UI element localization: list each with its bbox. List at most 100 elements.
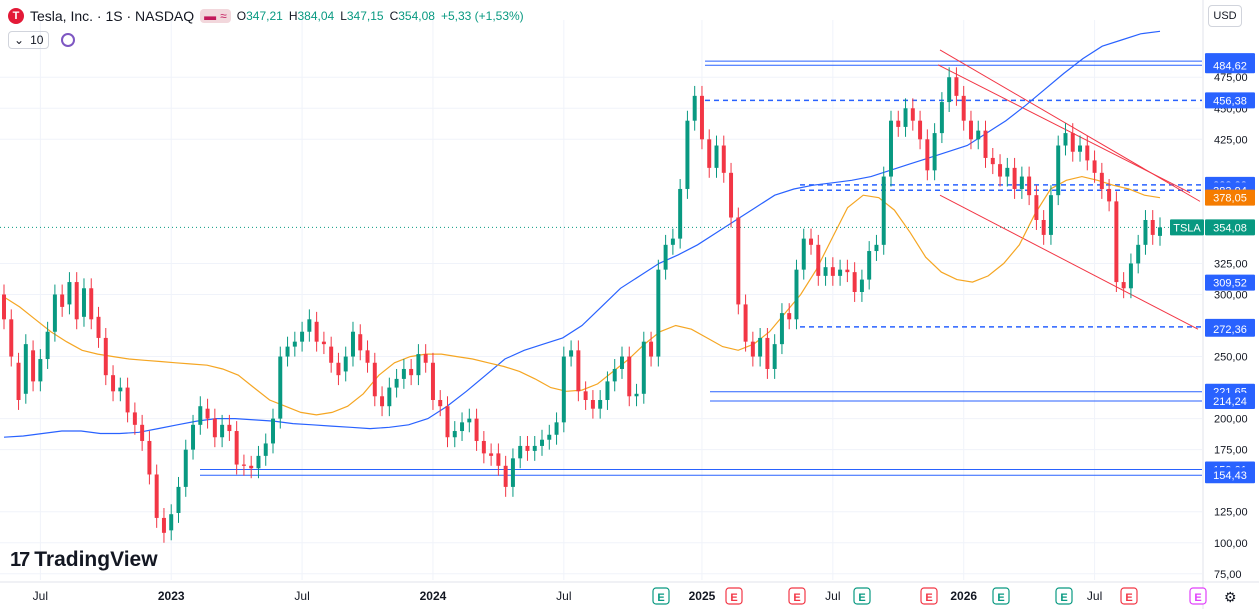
candle-body [111, 375, 116, 392]
candle-body [910, 108, 915, 121]
candle-body [954, 77, 959, 96]
currency-button[interactable]: USD [1208, 5, 1242, 27]
candle-body [707, 139, 712, 168]
candle-body [823, 267, 828, 276]
earnings-marker [788, 587, 806, 605]
ticker-badge [1205, 219, 1255, 236]
close-value: 354,08 [398, 9, 435, 23]
candle-body [561, 356, 566, 423]
candle-body [16, 362, 21, 400]
candle-body [525, 445, 530, 451]
candle-body [38, 359, 43, 382]
candle-body [176, 486, 181, 513]
level-badge-text: 456,38 [1213, 95, 1247, 107]
candle-body [532, 445, 537, 451]
earnings-marker-text: E [1125, 592, 1132, 604]
high-value: 384,04 [297, 9, 335, 23]
candle-body [750, 341, 755, 357]
candle-body [278, 356, 283, 419]
candle-body [1005, 167, 1010, 177]
candle-body [409, 368, 414, 376]
earnings-marker-text: E [730, 592, 737, 604]
candle-body [830, 267, 835, 276]
candle-body [430, 362, 435, 400]
candle-body [365, 350, 370, 363]
x-tick-label: Jul [294, 589, 309, 603]
candle-body [889, 120, 893, 177]
candle-body [300, 331, 305, 342]
candle-body [372, 362, 377, 397]
level-badge-text: 154,43 [1213, 470, 1247, 482]
candle-body [1012, 167, 1017, 189]
candle-body [336, 362, 341, 376]
candle-body [772, 344, 777, 369]
candle-body [249, 465, 254, 469]
interval-box[interactable]: ⌄ 10 [8, 31, 50, 49]
candle-body [1158, 227, 1162, 236]
ticker-badge-text: 354,08 [1213, 222, 1247, 234]
candle-body [590, 400, 595, 409]
candle-body [23, 344, 28, 394]
candle-body [52, 294, 57, 332]
earnings-marker [1189, 587, 1207, 605]
candle-body [161, 517, 166, 533]
candle-body [554, 422, 559, 435]
candle-body [1078, 145, 1083, 152]
candle-body [990, 157, 995, 165]
candle-body [285, 346, 290, 357]
candle-body [983, 130, 988, 158]
earnings-marker [1055, 587, 1073, 605]
candle-body [380, 396, 385, 407]
candle-body [460, 422, 465, 432]
symbol-title[interactable]: Tesla, Inc. · 1S · NASDAQ [30, 8, 195, 24]
tradingview-mark-icon: 17 [10, 548, 30, 571]
candle-body [1136, 244, 1141, 264]
gear-icon[interactable]: ⚙ [1224, 589, 1237, 605]
candle-body [9, 319, 14, 357]
candle-body [518, 445, 523, 459]
ma-long-line [3, 30, 1161, 438]
candle-body [132, 412, 137, 425]
bar-style-icon: ▬ [204, 9, 217, 23]
candle-body [605, 381, 610, 400]
candle-body [118, 387, 123, 392]
y-tick-label: 250,00 [1214, 352, 1248, 364]
indicator-toggle[interactable]: ▬ ≈ [200, 9, 231, 23]
ma_short-badge [1205, 189, 1255, 206]
candle-body [147, 440, 152, 475]
tesla-logo: T [8, 8, 24, 24]
indicator-row: ⌄ 10 [8, 31, 76, 49]
candle-body [263, 443, 268, 456]
earnings-marker-text: E [1194, 592, 1201, 604]
candle-body [1048, 195, 1053, 235]
candle-body [307, 319, 312, 332]
candle-body [670, 238, 675, 245]
change-value: +5,33 (+1,53%) [440, 9, 524, 23]
refresh-icon[interactable] [61, 33, 76, 47]
candle-body [794, 269, 799, 320]
candle-body [1099, 172, 1104, 189]
candle-body [1150, 220, 1155, 235]
candle-body [649, 341, 654, 357]
candle-body [547, 434, 552, 440]
candle-body [998, 164, 1003, 177]
candle-body [845, 269, 850, 273]
candle-body [183, 449, 188, 487]
candle-body [154, 474, 159, 518]
earnings-marker-text: E [657, 592, 664, 604]
candle-body [358, 334, 363, 351]
level-badge-text: 214,24 [1213, 396, 1247, 408]
candle-body [452, 431, 457, 438]
ticker-badge [1170, 219, 1204, 236]
candle-body [220, 424, 225, 438]
candle-body [859, 279, 864, 292]
x-tick-label: 2024 [420, 589, 447, 603]
channel-line [939, 194, 1199, 330]
candle-body [743, 304, 748, 342]
candle-body [510, 458, 515, 487]
candle-body [612, 368, 617, 382]
x-tick-label: Jul [556, 589, 571, 603]
chart-header: T Tesla, Inc. · 1S · NASDAQ ▬ ≈ O347,21 … [8, 6, 524, 26]
candle-body [961, 95, 966, 121]
